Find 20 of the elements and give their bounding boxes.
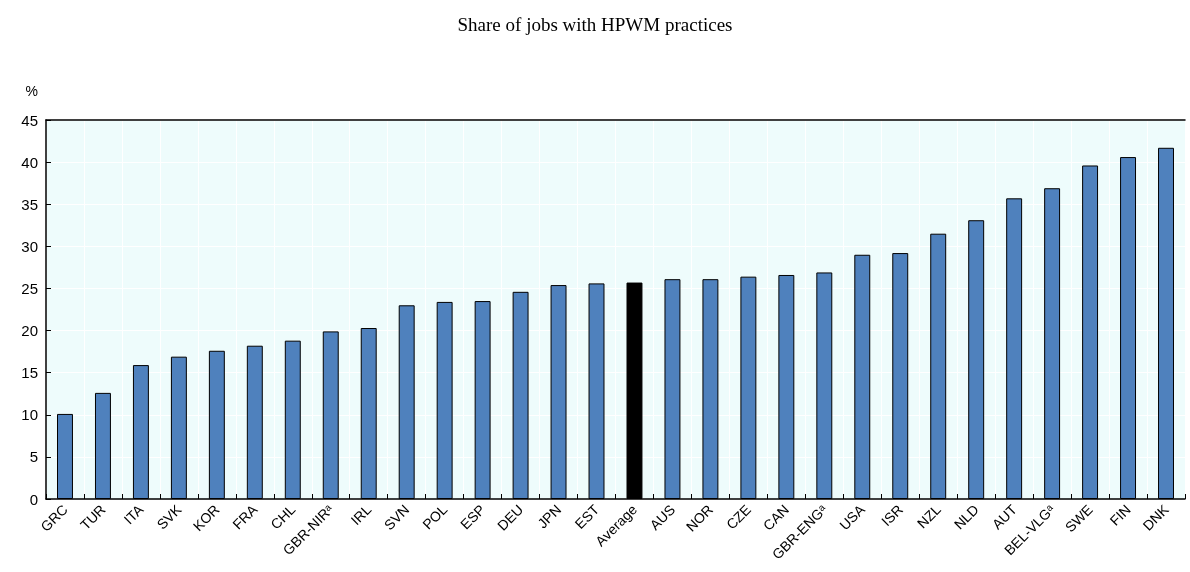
x-tick-label: POL	[419, 501, 451, 533]
y-tick-label: 5	[29, 448, 38, 466]
x-tick-label: FIN	[1106, 501, 1134, 529]
chart-title: Share of jobs with HPWM practices	[457, 14, 733, 35]
y-tick-label: 15	[21, 364, 38, 382]
x-tick-label: IRL	[347, 501, 375, 529]
y-axis-title: %	[25, 83, 38, 99]
x-tick-label: ISR	[878, 501, 906, 530]
y-tick-label: 35	[21, 195, 38, 213]
x-tick-label: TUR	[76, 501, 109, 533]
x-tick-label: ITA	[120, 500, 148, 528]
y-tick-label: 30	[21, 237, 38, 255]
y-tick-label: 0	[29, 490, 38, 508]
y-tick-label: 25	[21, 279, 38, 297]
y-tick-label: 45	[21, 111, 38, 129]
y-tick-label: 40	[21, 153, 38, 171]
x-tick-label: USA	[836, 500, 869, 533]
x-tick-label: NZL	[913, 501, 945, 532]
y-tick-label: 10	[21, 406, 38, 424]
y-tick-label: 20	[21, 322, 38, 340]
